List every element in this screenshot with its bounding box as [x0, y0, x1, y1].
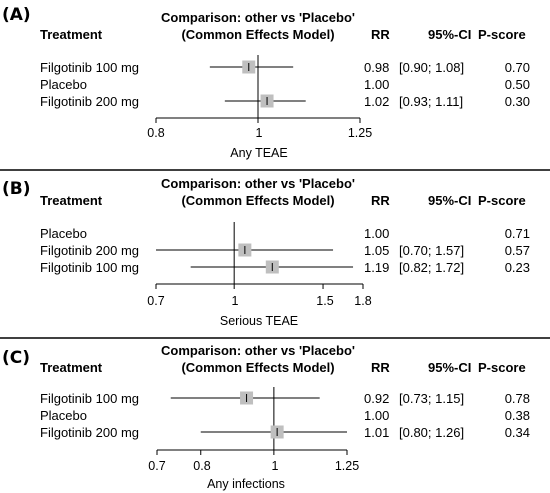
row-rr: 1.00 [364, 408, 389, 423]
row-pscore: 0.38 [505, 408, 530, 423]
row-treatment: Placebo [40, 77, 87, 92]
row-treatment: Filgotinib 100 mg [40, 60, 139, 75]
panel-label: (B) [2, 179, 31, 199]
row-treatment: Filgotinib 100 mg [40, 260, 139, 275]
chart-title-line2: (Common Effects Model) [181, 27, 334, 42]
row-ci: [0.82; 1.72] [399, 260, 464, 275]
row-treatment: Placebo [40, 408, 87, 423]
row-pscore: 0.71 [505, 226, 530, 241]
header-rr: RR [371, 360, 390, 375]
header-treatment: Treatment [40, 27, 103, 42]
header-ci: 95%-CI [428, 27, 471, 42]
plot-marks-a [155, 55, 361, 123]
chart-title-line2: (Common Effects Model) [181, 193, 334, 208]
row-ci: [0.73; 1.15] [399, 391, 464, 406]
x-tick-label: 1.25 [335, 459, 359, 473]
header-ci: 95%-CI [428, 360, 471, 375]
row-pscore: 0.78 [505, 391, 530, 406]
row-pscore: 0.57 [505, 243, 530, 258]
row-ci: [0.70; 1.57] [399, 243, 464, 258]
x-tick-label: 0.8 [193, 459, 210, 473]
row-pscore: 0.23 [505, 260, 530, 275]
chart-title-line1: Comparison: other vs 'Placebo' [161, 343, 355, 358]
row-treatment: Filgotinib 200 mg [40, 425, 139, 440]
forest-panel-a: (A) Comparison: other vs 'Placebo' (Comm… [2, 5, 530, 160]
chart-title-line2: (Common Effects Model) [181, 360, 334, 375]
row-treatment: Filgotinib 100 mg [40, 391, 139, 406]
header-treatment: Treatment [40, 193, 103, 208]
header-pscore: P-score [478, 193, 526, 208]
row-ci: [0.93; 1.11] [399, 94, 463, 109]
row-rr: 1.01 [364, 425, 389, 440]
x-tick-label: 0.7 [148, 459, 165, 473]
row-treatment: Placebo [40, 226, 87, 241]
x-axis-label: Any TEAE [230, 146, 287, 160]
row-ci: [0.80; 1.26] [399, 425, 464, 440]
x-tick-label: 1.8 [354, 294, 371, 308]
header-pscore: P-score [478, 27, 526, 42]
x-tick-label: 1.25 [348, 126, 372, 140]
header-pscore: P-score [478, 360, 526, 375]
row-treatment: Filgotinib 200 mg [40, 94, 139, 109]
forest-panel-b: (B) Comparison: other vs 'Placebo' (Comm… [2, 176, 530, 328]
row-rr: 0.98 [364, 60, 389, 75]
row-pscore: 0.34 [505, 425, 530, 440]
x-axis-label: Serious TEAE [220, 314, 298, 328]
plot-marks-b [155, 222, 364, 289]
x-tick-label: 1.5 [316, 294, 333, 308]
row-pscore: 0.30 [505, 94, 530, 109]
chart-title-line1: Comparison: other vs 'Placebo' [161, 10, 355, 25]
row-treatment: Filgotinib 200 mg [40, 243, 139, 258]
panel-label: (C) [2, 348, 30, 368]
header-treatment: Treatment [40, 360, 103, 375]
row-rr: 1.19 [364, 260, 389, 275]
x-tick-label: 0.7 [147, 294, 164, 308]
header-rr: RR [371, 27, 390, 42]
plot-marks-c [156, 387, 348, 455]
row-pscore: 0.70 [505, 60, 530, 75]
header-rr: RR [371, 193, 390, 208]
x-tick-label: 1 [272, 459, 279, 473]
x-tick-label: 1 [256, 126, 263, 140]
x-tick-label: 1 [232, 294, 239, 308]
chart-title-line1: Comparison: other vs 'Placebo' [161, 176, 355, 191]
header-ci: 95%-CI [428, 193, 471, 208]
row-rr: 1.00 [364, 226, 389, 241]
row-ci: [0.90; 1.08] [399, 60, 464, 75]
x-axis-label: Any infections [207, 477, 285, 491]
x-tick-label: 0.8 [147, 126, 164, 140]
row-rr: 1.02 [364, 94, 389, 109]
row-rr: 0.92 [364, 391, 389, 406]
row-rr: 1.00 [364, 77, 389, 92]
row-pscore: 0.50 [505, 77, 530, 92]
panel-label: (A) [2, 5, 31, 25]
row-rr: 1.05 [364, 243, 389, 258]
forest-panel-c: (C) Comparison: other vs 'Placebo' (Comm… [2, 343, 530, 491]
